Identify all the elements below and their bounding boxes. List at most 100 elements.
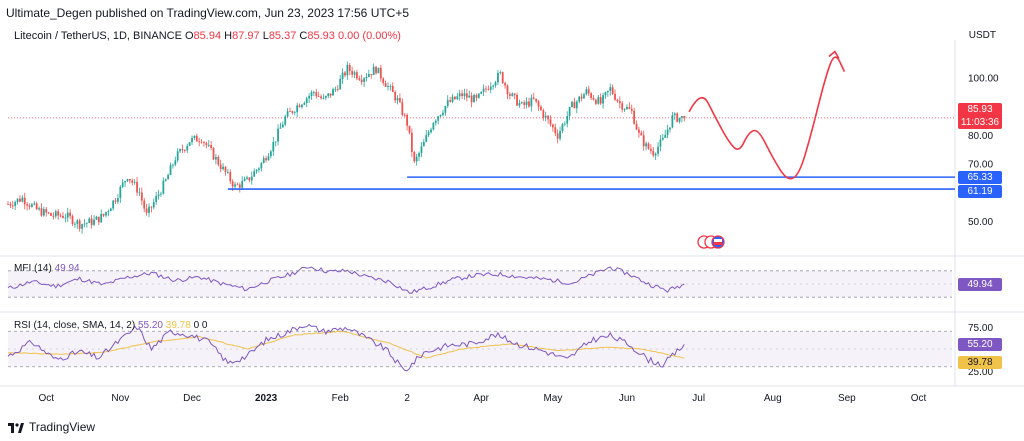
- candle-body: [305, 98, 308, 104]
- candle-body: [265, 158, 268, 161]
- candle-body: [544, 115, 547, 118]
- candle-body: [121, 182, 124, 187]
- candle-body: [267, 156, 270, 161]
- candle-body: [528, 101, 530, 107]
- candle-body: [551, 124, 554, 128]
- candle-body: [200, 141, 203, 143]
- candle-body: [66, 212, 69, 218]
- candle-body: [241, 180, 244, 188]
- candle-body: [399, 98, 401, 102]
- time-tick-label: Sep: [838, 393, 856, 404]
- candle-body: [456, 96, 459, 100]
- candle-body: [391, 85, 394, 92]
- candle-body: [81, 224, 83, 229]
- candle-body: [671, 115, 674, 128]
- candle-body: [238, 184, 241, 188]
- candle-body: [50, 213, 52, 216]
- candle-body: [561, 124, 564, 132]
- price-tick-label: 100.00: [968, 73, 999, 84]
- candle-body: [525, 101, 528, 105]
- candle-body: [148, 206, 150, 213]
- candle-body: [133, 181, 136, 183]
- candle-body: [205, 142, 208, 146]
- time-tick-label: 2: [404, 393, 410, 404]
- candle-body: [652, 150, 655, 156]
- candle-body: [162, 180, 165, 194]
- candle-body: [88, 218, 91, 223]
- rsi-legend-value: 55.20: [137, 320, 163, 331]
- candle-body: [317, 96, 320, 97]
- candle-body: [590, 93, 593, 99]
- footer-brand[interactable]: TradingView: [8, 420, 95, 434]
- candle-body: [28, 205, 31, 207]
- mfi-label[interactable]: MFI (14): [14, 263, 52, 274]
- candle-body: [403, 114, 406, 116]
- candle-body: [578, 96, 581, 102]
- candle-body: [382, 78, 385, 84]
- flag-events-icon[interactable]: [697, 235, 725, 249]
- candle-body: [11, 205, 14, 207]
- candle-body: [344, 72, 346, 76]
- candle-body: [74, 223, 76, 225]
- candle-body: [284, 116, 287, 125]
- candle-body: [640, 132, 643, 136]
- candle-body: [475, 94, 478, 98]
- level-61-tag: 61.19: [958, 185, 1002, 198]
- candle-body: [152, 202, 155, 208]
- candle-body: [258, 168, 260, 170]
- candle-body: [54, 211, 57, 217]
- candle-body: [360, 79, 363, 82]
- time-tick-label: Jun: [619, 393, 635, 404]
- candle-body: [105, 212, 107, 216]
- candle-body: [45, 209, 48, 213]
- candle-body: [164, 179, 167, 181]
- candle-body: [341, 72, 344, 80]
- last-price-tag: 85.93 11:03:36: [958, 103, 1002, 129]
- candle-body: [454, 96, 456, 100]
- candle-body: [253, 171, 256, 177]
- candle-body: [602, 95, 604, 104]
- candle-body: [291, 111, 294, 113]
- candle-body: [93, 219, 95, 225]
- candle-body: [363, 78, 365, 82]
- candle-body: [100, 213, 103, 223]
- symbol-name[interactable]: Litecoin / TetherUS, 1D, BINANCE: [14, 30, 182, 42]
- candle-body: [492, 85, 495, 87]
- candle-body: [62, 215, 64, 218]
- candle-body: [506, 85, 509, 95]
- candle-body: [623, 109, 626, 110]
- candle-body: [219, 164, 222, 170]
- indicator-band: [8, 331, 952, 367]
- candle-body: [179, 149, 181, 152]
- candle-body: [269, 151, 272, 157]
- rsi-sma-legend-value: 39.78: [165, 320, 191, 331]
- candle-body: [394, 91, 397, 101]
- tradingview-logo-icon: [8, 422, 24, 433]
- candle-body: [23, 197, 26, 205]
- candle-body: [112, 200, 115, 209]
- candle-body: [281, 124, 284, 128]
- candle-body: [59, 215, 62, 217]
- candle-body: [568, 106, 571, 117]
- candle-body: [222, 166, 224, 170]
- candle-body: [413, 151, 416, 162]
- candle-body: [480, 91, 483, 94]
- candle-body: [193, 135, 196, 138]
- candle-body: [351, 70, 354, 75]
- mfi-value-tag: 49.94: [958, 278, 1002, 291]
- candle-body: [408, 125, 411, 133]
- candle-body: [614, 93, 616, 100]
- publisher-caption: Ultimate_Degen published on TradingView.…: [6, 6, 410, 20]
- close-label: C: [299, 30, 308, 42]
- candle-body: [549, 119, 552, 125]
- candle-body: [542, 110, 545, 118]
- candle-body: [90, 218, 93, 225]
- price-tick-label: 50.00: [968, 217, 993, 228]
- rsi-label[interactable]: RSI (14, close, SMA, 14, 2): [14, 320, 136, 331]
- low-value: 85.37: [268, 30, 297, 42]
- candle-body: [535, 98, 538, 102]
- candle-body: [320, 96, 322, 99]
- candle-body: [167, 174, 170, 180]
- price-tick-label: 70.00: [968, 160, 993, 171]
